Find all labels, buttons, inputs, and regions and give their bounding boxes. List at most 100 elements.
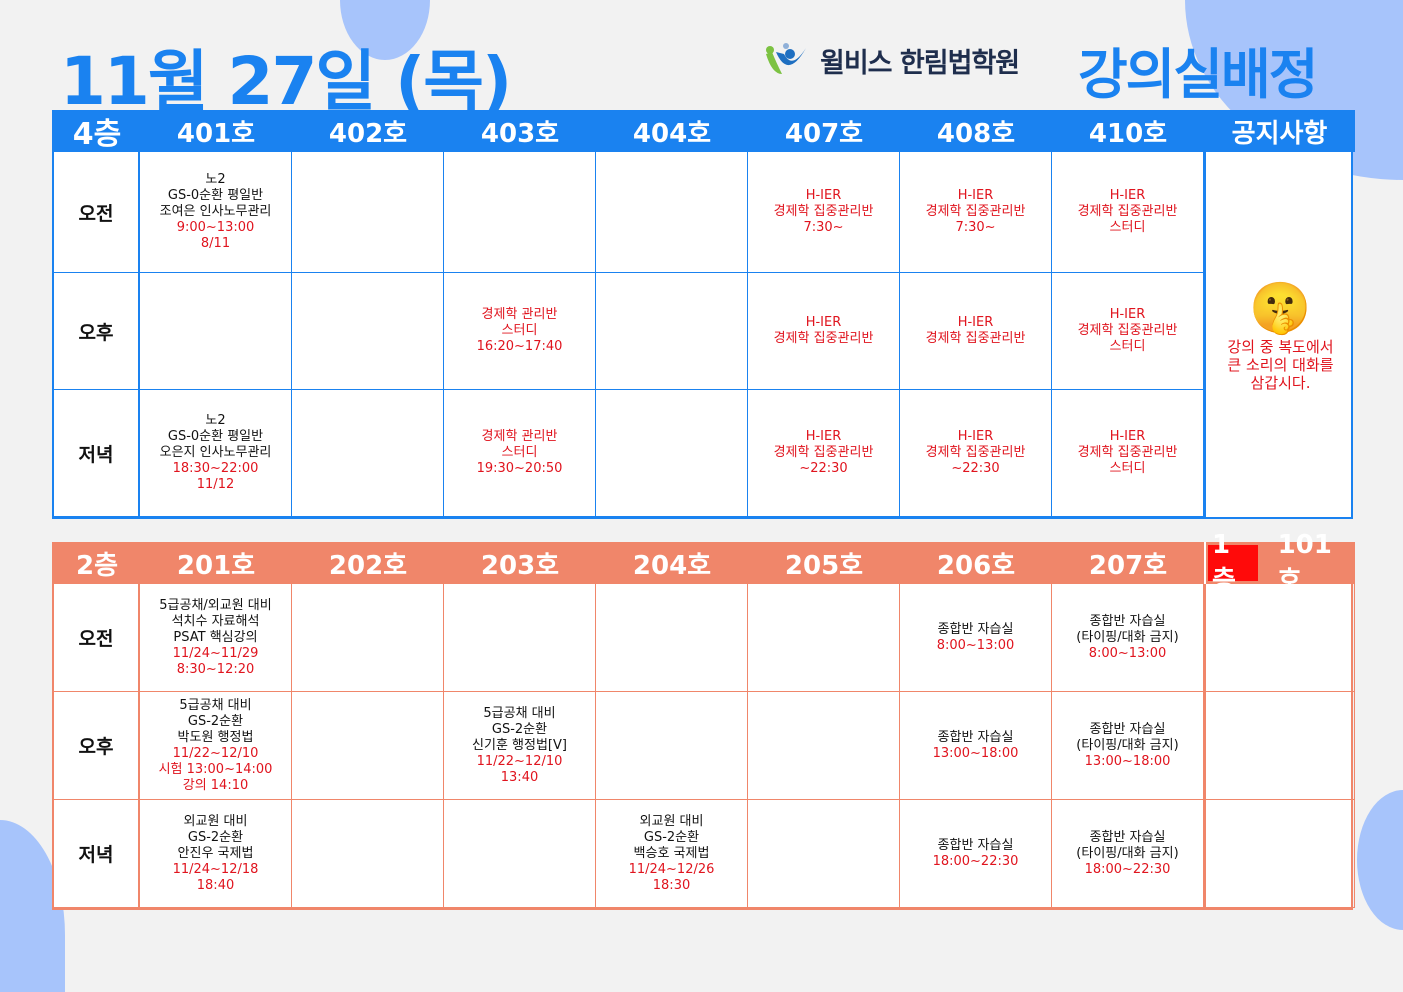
class-time-line: 경제학 집중관리반	[773, 445, 874, 460]
class-time-line: H-IER	[1109, 188, 1146, 203]
class-time-line: 18:00~22:30	[932, 853, 1019, 869]
class-info-line: (타이핑/대화 금지)	[1076, 737, 1179, 753]
class-time-line: 경제학 관리반	[481, 307, 558, 322]
schedule-cell: H-IER 경제학 집중관리반 스터디	[1052, 152, 1204, 273]
class-time-line: 18:00~22:30	[1084, 861, 1171, 877]
class-time-line: 강의 14:10	[182, 777, 249, 793]
schedule-cell: 외교원 대비 GS-2순환 안진우 국제법 11/24~12/18 18:40	[140, 800, 292, 908]
schedule-cell: 종합반 자습실 (타이핑/대화 금지) 13:00~18:00	[1052, 692, 1204, 800]
class-info-line: 신기훈 행정법[V]	[472, 737, 567, 753]
room-header: 404호	[596, 110, 748, 152]
class-time-line: 18:30~22:00	[172, 461, 259, 476]
schedule-cell: 5급공채/외교원 대비 석치수 자료해석 PSAT 핵심강의 11/24~11/29 8…	[140, 584, 292, 692]
schedule-cell	[292, 273, 444, 390]
class-time-line: 18:30	[652, 877, 691, 893]
room-header: 204호	[596, 542, 748, 584]
class-info-line: 노2	[205, 413, 226, 428]
floor-label: 1층	[1208, 530, 1258, 596]
shushing-face-icon: 🤫	[1249, 278, 1312, 337]
schedule-cell: 종합반 자습실 (타이핑/대화 금지) 8:00~13:00	[1052, 584, 1204, 692]
class-info-line: 노2	[205, 172, 226, 187]
class-time-line: 8:00~13:00	[1088, 645, 1167, 661]
logo-text: 윌비스 한림법학원	[820, 47, 1020, 79]
class-info-line: GS-2순환	[491, 721, 548, 737]
notice-text: 삼갑시다.	[1250, 373, 1311, 392]
room-header: 101호	[1277, 529, 1332, 596]
room-header: 201호	[140, 542, 292, 584]
class-time-line: 16:20~17:40	[476, 339, 563, 354]
class-info-line: 종합반 자습실	[937, 729, 1014, 745]
schedule-cell	[292, 152, 444, 273]
class-time-line: 스터디	[501, 323, 538, 338]
class-time-line: 경제학 집중관리반	[773, 331, 874, 346]
class-info-line: 외교원 대비	[183, 813, 248, 829]
schedule-cell	[444, 584, 596, 692]
class-time-line: 7:30~	[955, 220, 996, 235]
row-label: 오후	[54, 273, 140, 390]
academy-logo: 윌비스 한림법학원	[762, 40, 1020, 80]
class-time-line: H-IER	[805, 315, 842, 330]
floor1-header: 1층 101호	[1204, 530, 1355, 596]
row-label: 오후	[54, 692, 140, 800]
class-info-line: 5급공채 대비	[483, 705, 556, 721]
row-label: 오전	[54, 152, 140, 273]
class-info-line: 종합반 자습실	[1089, 721, 1166, 737]
class-time-line: 스터디	[1109, 461, 1146, 476]
class-time-line: H-IER	[805, 429, 842, 444]
schedule-cell	[292, 390, 444, 517]
room-header: 408호	[900, 110, 1052, 152]
room-header: 203호	[444, 542, 596, 584]
notice-text: 강의 중 복도에서	[1227, 337, 1334, 356]
room-header: 401호	[140, 110, 292, 152]
class-info-line: GS-2순환	[643, 829, 700, 845]
decor-circle	[1357, 790, 1403, 930]
schedule-cell: 경제학 관리반 스터디 19:30~20:50	[444, 390, 596, 517]
class-time-line: ~22:30	[799, 461, 848, 476]
class-info-line: 안진우 국제법	[177, 845, 254, 861]
schedule-cell	[140, 273, 292, 390]
schedule-cell	[1204, 584, 1355, 692]
class-time-line: H-IER	[957, 315, 994, 330]
class-time-line: 스터디	[1109, 220, 1146, 235]
class-info-line: 종합반 자습실	[937, 621, 1014, 637]
room-header: 410호	[1052, 110, 1204, 152]
class-time-line: 18:40	[196, 877, 235, 893]
schedule-cell	[292, 692, 444, 800]
schedule-cell	[748, 692, 900, 800]
schedule-cell: H-IER 경제학 집중관리반 7:30~	[900, 152, 1052, 273]
room-header: 403호	[444, 110, 596, 152]
class-time-line: 스터디	[501, 445, 538, 460]
room-header: 402호	[292, 110, 444, 152]
class-time-line: 13:00~18:00	[932, 745, 1019, 761]
schedule-cell	[596, 152, 748, 273]
class-time-line: 경제학 관리반	[481, 429, 558, 444]
class-info-line: GS-2순환	[187, 713, 244, 729]
schedule-cell: 종합반 자습실 (타이핑/대화 금지) 18:00~22:30	[1052, 800, 1204, 908]
row-label: 저녁	[54, 390, 140, 517]
class-info-line: (타이핑/대화 금지)	[1076, 629, 1179, 645]
class-time-line: H-IER	[805, 188, 842, 203]
class-time-line: 8:30~12:20	[176, 661, 255, 677]
page-title: 강의실배정	[1078, 43, 1318, 106]
class-time-line: 11/22~12/10	[172, 745, 259, 761]
date-title: 11월 27일 (목)	[60, 43, 512, 120]
class-time-line: H-IER	[1109, 307, 1146, 322]
class-time-line: 11/24~12/18	[172, 861, 259, 877]
floor2-schedule-table: 2층 201호 202호 203호 204호 205호 206호 207호 1층 101호 오전 5…	[52, 530, 1355, 910]
schedule-cell: 노2 GS-0순환 평일반 조여은 인사노무관리 9:00~13:00 8/11	[140, 152, 292, 273]
room-header: 407호	[748, 110, 900, 152]
class-time-line: 13:00~18:00	[1084, 753, 1171, 769]
schedule-cell	[596, 390, 748, 517]
room-header: 202호	[292, 542, 444, 584]
class-time-line: H-IER	[957, 188, 994, 203]
floor-label: 2층	[54, 542, 140, 584]
schedule-cell: 외교원 대비 GS-2순환 백승호 국제법 11/24~12/26 18:30	[596, 800, 748, 908]
class-time-line: 경제학 집중관리반	[925, 331, 1026, 346]
notice-text: 큰 소리의 대화를	[1227, 355, 1334, 374]
room-header: 207호	[1052, 542, 1204, 584]
class-time-line: 19:30~20:50	[476, 461, 563, 476]
schedule-cell	[748, 584, 900, 692]
class-time-line: 13:40	[500, 769, 539, 785]
class-time-line: 7:30~	[803, 220, 844, 235]
class-info-line: 종합반 자습실	[937, 837, 1014, 853]
